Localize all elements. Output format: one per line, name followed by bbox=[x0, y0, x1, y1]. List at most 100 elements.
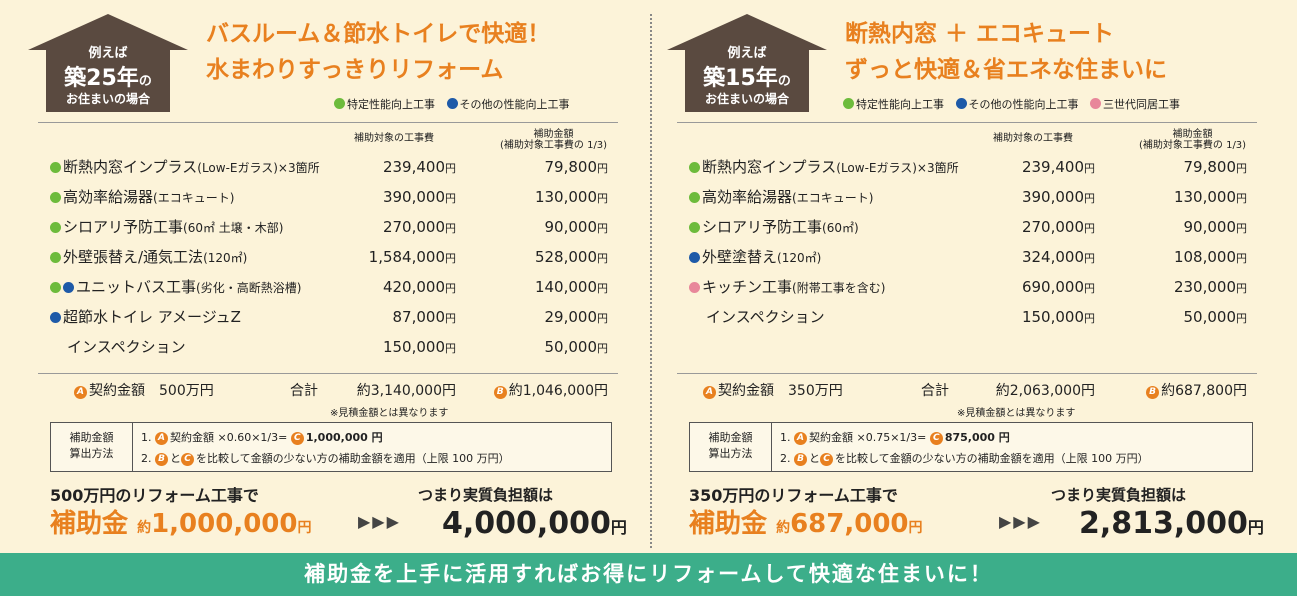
category-dot-icon bbox=[50, 312, 61, 323]
header-cost: 補助対象の工事費 bbox=[354, 133, 434, 144]
table-row: ユニットバス工事(劣化・高断熱浴槽) 420,000円 140,000円 bbox=[38, 272, 618, 302]
row-subsidy: 528,000円 bbox=[534, 248, 608, 266]
row-name: インスペクション bbox=[706, 308, 825, 326]
legend-item: 三世代同居工事 bbox=[1090, 98, 1180, 111]
category-dot-icon bbox=[63, 282, 74, 293]
row-cost: 390,000円 bbox=[1021, 188, 1095, 206]
final-amount: 4,000,000円 bbox=[442, 506, 627, 541]
row-cost: 420,000円 bbox=[382, 278, 456, 296]
badge-years: 築25年の bbox=[64, 66, 152, 91]
row-cost: 270,000円 bbox=[382, 218, 456, 236]
legend-item: 特定性能向上工事 bbox=[843, 98, 944, 111]
row-name: シロアリ予防工事(60㎡ 土壌・木部) bbox=[50, 212, 283, 243]
row-name: 断熱内窓インプラス(Low-Eガラス)×3箇所 bbox=[689, 152, 959, 183]
category-dot-icon bbox=[50, 162, 61, 173]
table-row: 高効率給湯器(エコキュート) 390,000円 130,000円 bbox=[677, 182, 1257, 212]
table-row: 外壁張替え/通気工法(120㎡) 1,584,000円 528,000円 bbox=[38, 242, 618, 272]
row-name: 高効率給湯器(エコキュート) bbox=[50, 182, 234, 213]
row-subsidy: 29,000円 bbox=[544, 308, 609, 326]
row-cost: 324,000円 bbox=[1021, 248, 1095, 266]
legend-item: その他の性能向上工事 bbox=[446, 98, 570, 111]
table-row: シロアリ予防工事(60㎡ 土壌・木部) 270,000円 90,000円 bbox=[38, 212, 618, 242]
legend-item: その他の性能向上工事 bbox=[955, 98, 1079, 111]
row-subsidy: 50,000円 bbox=[544, 338, 609, 356]
table-row: 超節水トイレ アメージュZ 87,000円 29,000円 bbox=[38, 302, 618, 332]
row-cost: 690,000円 bbox=[1021, 278, 1095, 296]
table-row: インスペクション 150,000円 50,000円 bbox=[38, 332, 618, 362]
house-shape-icon bbox=[28, 14, 188, 112]
house-shape-icon bbox=[667, 14, 827, 112]
total-row: A 契約金額 350万円 合計 約2,063,000円 B 約687,800円 bbox=[677, 380, 1257, 402]
row-name: 断熱内窓インプラス(Low-Eガラス)×3箇所 bbox=[50, 152, 320, 183]
table-row: 高効率給湯器(エコキュート) 390,000円 130,000円 bbox=[38, 182, 618, 212]
subsidy-amount: 補助金 約1,000,000円 bbox=[50, 509, 312, 539]
row-cost: 87,000円 bbox=[392, 308, 457, 326]
left-panel: 例えば 築25年の お住まいの場合 バスルーム＆節水トイレで快適！ 水まわりすっ… bbox=[28, 0, 648, 553]
arrow-icon: ▶▶▶ bbox=[358, 512, 401, 531]
row-cost: 270,000円 bbox=[1021, 218, 1095, 236]
row-name: シロアリ予防工事(60㎡) bbox=[689, 212, 859, 243]
category-dot-icon bbox=[50, 222, 61, 233]
row-name: インスペクション bbox=[67, 338, 186, 356]
row-name: ユニットバス工事(劣化・高断熱浴槽) bbox=[50, 272, 301, 303]
page-title: 断熱内窓 ＋ エコキュート ずっと快適＆省エネな住まいに bbox=[845, 21, 1167, 83]
total-row: A 契約金額 500万円 合計 約3,140,000円 B 約1,046,000円 bbox=[38, 380, 618, 402]
table-row: 断熱内窓インプラス(Low-Eガラス)×3箇所 239,400円 79,800円 bbox=[677, 152, 1257, 182]
house-badge: 例えば 築15年の お住まいの場合 bbox=[667, 14, 827, 112]
category-dot-icon bbox=[50, 192, 61, 203]
legend: 特定性能向上工事 その他の性能向上工事 bbox=[326, 96, 570, 112]
table-row: シロアリ予防工事(60㎡) 270,000円 90,000円 bbox=[677, 212, 1257, 242]
row-name: 高効率給湯器(エコキュート) bbox=[689, 182, 873, 213]
row-subsidy: 230,000円 bbox=[1173, 278, 1247, 296]
total-line bbox=[38, 373, 618, 374]
estimate-note: ※見積金額とは異なります bbox=[330, 408, 449, 419]
divider bbox=[650, 14, 652, 548]
header-subsidy: 補助金額 (補助対象工事費の 1/3) bbox=[500, 129, 608, 151]
row-subsidy: 108,000円 bbox=[1173, 248, 1247, 266]
footer-banner: 補助金を上手に活用すればお得にリフォームして快適な住まいに！ bbox=[0, 553, 1297, 596]
header-subsidy: 補助金額 (補助対象工事費の 1/3) bbox=[1139, 129, 1247, 151]
badge-line1: 例えば bbox=[727, 46, 767, 61]
subsidy-amount: 補助金 約687,000円 bbox=[689, 509, 923, 539]
badge-years: 築15年の bbox=[703, 66, 791, 91]
estimate-note: ※見積金額とは異なります bbox=[957, 408, 1076, 419]
row-cost: 150,000円 bbox=[382, 338, 456, 356]
row-name: キッチン工事(附帯工事を含む) bbox=[689, 272, 885, 303]
legend-item: 特定性能向上工事 bbox=[334, 98, 435, 111]
table-row: 外壁塗替え(120㎡) 324,000円 108,000円 bbox=[677, 242, 1257, 272]
legend: 特定性能向上工事 その他の性能向上工事 三世代同居工事 bbox=[835, 96, 1180, 112]
row-name: 外壁張替え/通気工法(120㎡) bbox=[50, 242, 247, 273]
bottom-text: 350万円のリフォーム工事で bbox=[689, 486, 898, 505]
row-cost: 239,400円 bbox=[1021, 158, 1095, 176]
table-row: インスペクション 150,000円 50,000円 bbox=[677, 302, 1257, 332]
bottom-right-text: つまり実質負担額は bbox=[1051, 486, 1187, 504]
badge-line3: お住まいの場合 bbox=[65, 92, 150, 106]
badge-line3: お住まいの場合 bbox=[704, 92, 789, 106]
house-badge: 例えば 築25年の お住まいの場合 bbox=[28, 14, 188, 112]
category-dot-icon bbox=[689, 282, 700, 293]
row-subsidy: 90,000円 bbox=[544, 218, 609, 236]
category-dot-icon bbox=[689, 222, 700, 233]
table-row: 断熱内窓インプラス(Low-Eガラス)×3箇所 239,400円 79,800円 bbox=[38, 152, 618, 182]
category-dot-icon bbox=[50, 282, 61, 293]
category-dot-icon bbox=[689, 162, 700, 173]
row-name: 外壁塗替え(120㎡) bbox=[689, 242, 821, 273]
table-top-line bbox=[38, 122, 618, 123]
row-subsidy: 140,000円 bbox=[534, 278, 608, 296]
row-name: 超節水トイレ アメージュZ bbox=[50, 302, 241, 333]
table-row: キッチン工事(附帯工事を含む) 690,000円 230,000円 bbox=[677, 272, 1257, 302]
category-dot-icon bbox=[689, 252, 700, 263]
row-subsidy: 79,800円 bbox=[544, 158, 609, 176]
arrow-icon: ▶▶▶ bbox=[999, 512, 1042, 531]
calc-box: 補助金額 算出方法 1. A 契約金額 ×0.60×1/3= C 1,000,000 … bbox=[50, 422, 612, 472]
category-dot-icon bbox=[50, 252, 61, 263]
row-cost: 1,584,000円 bbox=[368, 248, 456, 266]
final-amount: 2,813,000円 bbox=[1079, 506, 1264, 541]
bottom-right-text: つまり実質負担額は bbox=[418, 486, 554, 504]
row-subsidy: 50,000円 bbox=[1183, 308, 1248, 326]
row-subsidy: 90,000円 bbox=[1183, 218, 1248, 236]
right-panel: 例えば 築15年の お住まいの場合 断熱内窓 ＋ エコキュート ずっと快適＆省エ… bbox=[667, 0, 1287, 553]
row-cost: 239,400円 bbox=[382, 158, 456, 176]
category-dot-icon bbox=[689, 192, 700, 203]
table-top-line bbox=[677, 122, 1257, 123]
